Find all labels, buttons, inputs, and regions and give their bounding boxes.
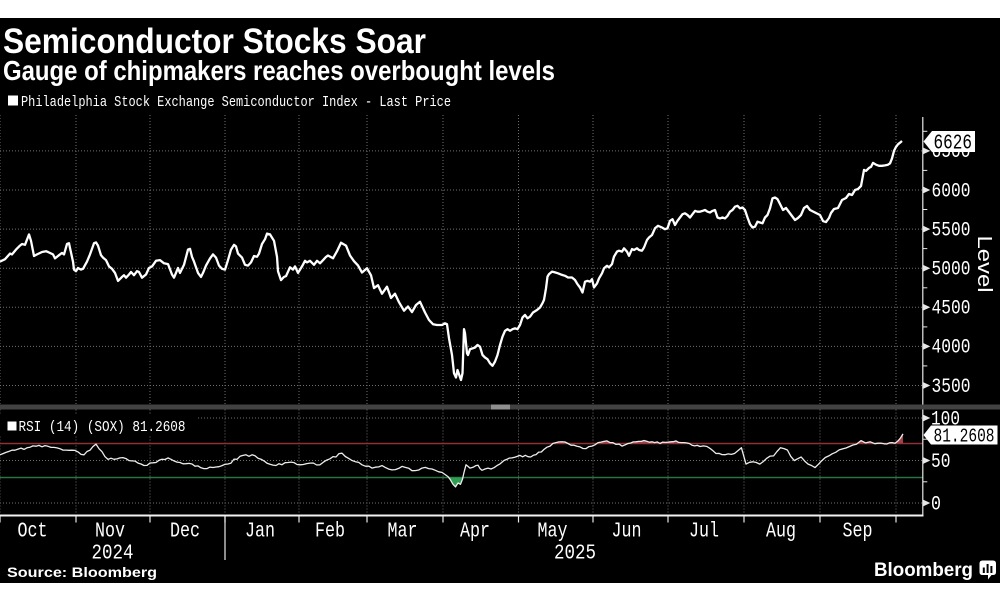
svg-text:Mar: Mar	[388, 521, 418, 544]
svg-text:4500: 4500	[932, 298, 971, 321]
svg-text:5000: 5000	[932, 259, 971, 282]
svg-text:Jul: Jul	[689, 521, 719, 544]
svg-text:Feb: Feb	[315, 521, 345, 544]
svg-text:3500: 3500	[932, 376, 971, 399]
svg-text:2024: 2024	[92, 543, 134, 566]
svg-text:Jun: Jun	[612, 521, 642, 544]
svg-text:4000: 4000	[932, 337, 971, 360]
svg-text:Bloomberg: Bloomberg	[874, 560, 973, 581]
svg-text:50: 50	[931, 451, 951, 474]
svg-text:5500: 5500	[932, 219, 971, 242]
svg-text:Apr: Apr	[460, 521, 490, 544]
svg-text:0: 0	[931, 493, 941, 516]
svg-text:Nov: Nov	[95, 521, 125, 544]
svg-text:May: May	[538, 521, 568, 544]
svg-text:Dec: Dec	[170, 521, 200, 544]
svg-text:Aug: Aug	[766, 521, 796, 544]
svg-text:Gauge of chipmakers reaches ov: Gauge of chipmakers reaches overbought l…	[3, 55, 555, 86]
svg-text:6626: 6626	[934, 132, 973, 155]
svg-text:Level: Level	[973, 236, 995, 293]
svg-text:2025: 2025	[554, 543, 596, 566]
svg-text:RSI (14) (SOX) 81.2608: RSI (14) (SOX) 81.2608	[19, 419, 186, 436]
svg-text:Sep: Sep	[843, 521, 873, 544]
svg-text:Semiconductor Stocks Soar: Semiconductor Stocks Soar	[3, 22, 426, 61]
svg-text:6000: 6000	[932, 180, 971, 203]
svg-text:Philadelphia Stock Exchange Se: Philadelphia Stock Exchange Semiconducto…	[21, 94, 451, 111]
svg-text:81.2608: 81.2608	[934, 425, 995, 447]
svg-text:Jan: Jan	[245, 521, 275, 544]
svg-text:Source: Bloomberg: Source: Bloomberg	[7, 564, 157, 580]
svg-text:Oct: Oct	[18, 521, 48, 544]
